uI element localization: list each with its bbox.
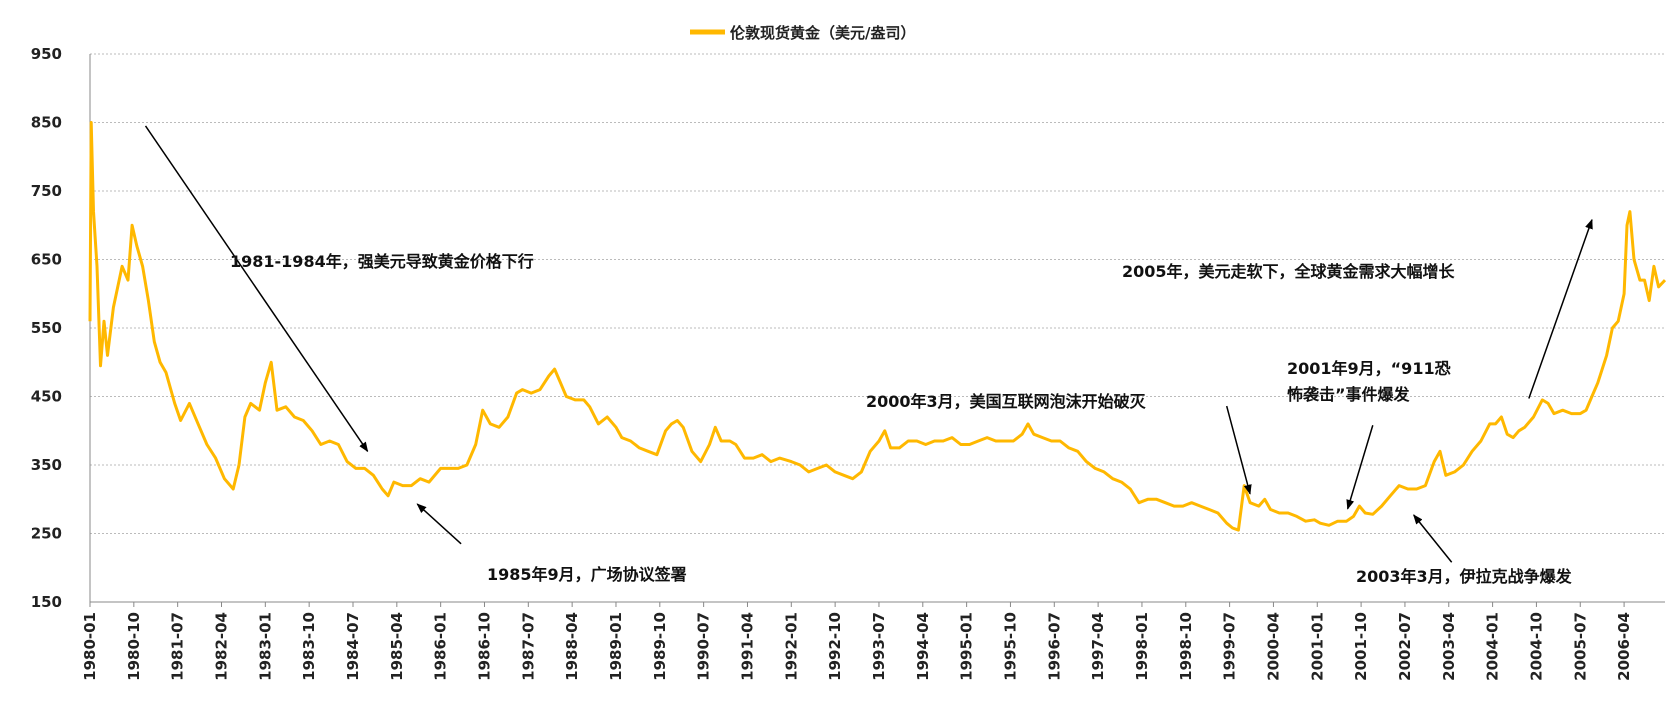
y-tick-label: 450 <box>31 388 62 406</box>
x-tick-label: 1993-07 <box>870 612 888 681</box>
annotation-2005-weak-dollar: 2005年，美元走软下，全球黄金需求大幅增长 <box>1122 262 1456 281</box>
x-tick-label: 1983-10 <box>300 612 318 681</box>
y-tick-label: 550 <box>31 319 62 337</box>
series-line-gold-price <box>88 121 1667 532</box>
x-tick-label: 2001-01 <box>1308 612 1326 681</box>
y-tick-label: 750 <box>31 182 62 200</box>
y-tick-label: 250 <box>31 525 62 543</box>
x-tick-label: 1980-10 <box>125 612 143 681</box>
x-tick-label: 1983-01 <box>256 612 274 681</box>
x-tick-label: 2003-04 <box>1440 612 1458 681</box>
annotation-1985-plaza-accord: 1985年9月，广场协议签署 <box>487 565 687 584</box>
x-tick-label: 2006-04 <box>1615 612 1633 681</box>
annotations: 1981-1984年，强美元导致黄金价格下行 1985年9月，广场协议签署 20… <box>144 125 1593 586</box>
x-tick-label: 1991-04 <box>738 612 756 681</box>
y-tick-label: 150 <box>31 593 62 611</box>
annotation-2001-911-line1: 2001年9月，“911恐 <box>1287 359 1451 378</box>
x-tick-label: 1989-10 <box>651 612 669 681</box>
x-tick-label: 1999-07 <box>1221 612 1239 681</box>
annotation-1981-1984: 1981-1984年，强美元导致黄金价格下行 <box>230 252 534 271</box>
x-tick-label: 1998-10 <box>1177 612 1195 681</box>
x-tick-label: 1980-01 <box>81 612 99 681</box>
annotation-arrow-2005 <box>1528 218 1593 399</box>
x-tick-label: 1986-10 <box>475 612 493 681</box>
x-tick-label: 1995-10 <box>1001 612 1019 681</box>
annotation-arrow-2001 <box>1346 425 1374 510</box>
x-tick-label: 1995-01 <box>958 612 976 681</box>
x-tick-label: 1986-01 <box>432 612 450 681</box>
x-tick-label: 1989-01 <box>607 612 625 681</box>
annotation-2003-iraq-war: 2003年3月，伊拉克战争爆发 <box>1356 567 1573 586</box>
x-tick-label: 1981-07 <box>169 612 187 681</box>
grid-layer <box>90 53 1665 534</box>
x-tick-label: 1982-04 <box>212 612 230 681</box>
x-tick-label: 1994-04 <box>914 612 932 681</box>
x-tick-label: 1985-04 <box>388 612 406 681</box>
x-tick-label: 2005-07 <box>1571 612 1589 681</box>
x-tick-label: 2001-10 <box>1352 612 1370 681</box>
x-tick-label: 1992-10 <box>826 612 844 681</box>
x-tick-label: 1990-07 <box>695 612 713 681</box>
x-tick-label: 1987-07 <box>519 612 537 681</box>
annotation-arrow-2000 <box>1225 405 1252 495</box>
x-tick-label: 2004-10 <box>1527 612 1545 681</box>
x-tick-label: 1996-07 <box>1045 612 1063 681</box>
x-tick-label: 1997-04 <box>1089 612 1107 681</box>
x-tick-label: 1998-01 <box>1133 612 1151 681</box>
x-tick-label: 2000-04 <box>1264 612 1282 681</box>
y-tick-label: 850 <box>31 114 62 132</box>
y-axis: 150 250 350 450 550 650 750 850 950 <box>31 45 91 611</box>
y-tick-label: 950 <box>31 45 62 63</box>
x-tick-label: 2002-07 <box>1396 612 1414 681</box>
annotation-arrow-1981 <box>144 125 369 453</box>
x-axis: 1980-01 1980-10 1981-07 1982-04 1983-01 1983-… <box>81 601 1665 681</box>
y-tick-label: 350 <box>31 456 62 474</box>
annotation-2000-dotcom: 2000年3月，美国互联网泡沫开始破灭 <box>866 392 1147 411</box>
x-tick-label: 1988-04 <box>563 612 581 681</box>
legend-label: 伦敦现货黄金（美元/盎司） <box>730 24 915 42</box>
annotation-arrow-2003 <box>1413 514 1453 563</box>
y-tick-label: 650 <box>31 251 62 269</box>
x-tick-label: 1992-01 <box>782 612 800 681</box>
legend: 伦敦现货黄金（美元/盎司） <box>690 24 915 42</box>
annotation-2001-911-line2: 怖袭击”事件爆发 <box>1287 385 1411 404</box>
x-tick-label: 1984-07 <box>344 612 362 681</box>
x-tick-label: 2004-01 <box>1484 612 1502 681</box>
annotation-arrow-1985 <box>416 503 462 545</box>
